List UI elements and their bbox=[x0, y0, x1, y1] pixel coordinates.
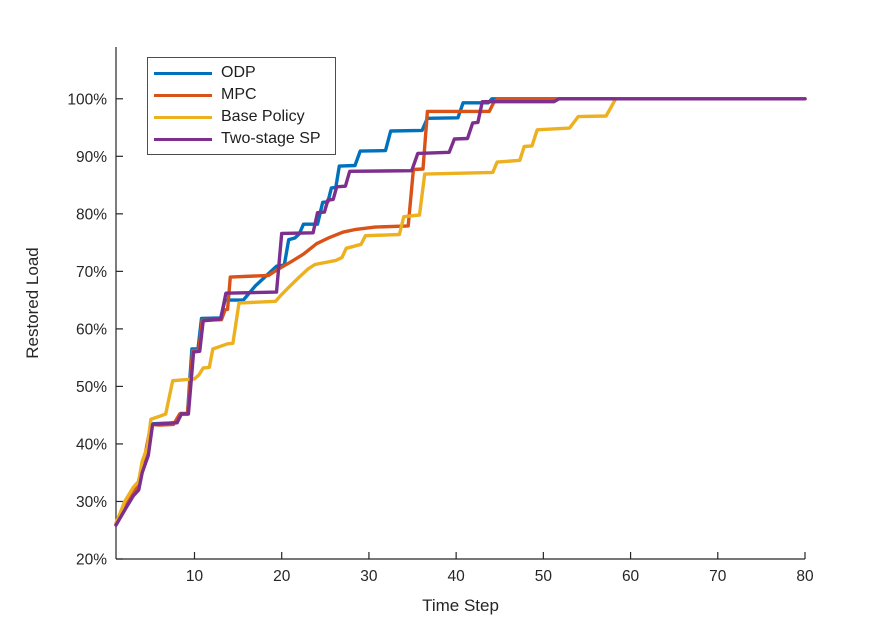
legend-label-odp: ODP bbox=[221, 64, 256, 81]
series-line-base-policy bbox=[114, 97, 807, 525]
series-line-two-stage-sp bbox=[114, 97, 807, 527]
y-tick-label: 50% bbox=[76, 379, 107, 396]
legend-label-two-stage-sp: Two-stage SP bbox=[221, 130, 321, 147]
x-axis-label: Time Step bbox=[422, 596, 499, 615]
y-tick-label: 90% bbox=[76, 149, 107, 166]
y-tick-label: 100% bbox=[67, 91, 107, 108]
y-tick-label: 60% bbox=[76, 321, 107, 338]
legend-box: ODP MPC Base Policy Two-stage SP bbox=[147, 57, 336, 155]
x-tick-label: 40 bbox=[448, 568, 466, 585]
x-tick-label: 80 bbox=[796, 568, 814, 585]
y-tick-label: 40% bbox=[76, 436, 107, 453]
legend-item-odp: ODP bbox=[154, 64, 335, 82]
y-tick-label: 70% bbox=[76, 264, 107, 281]
x-tick-label: 70 bbox=[709, 568, 727, 585]
y-tick-label: 80% bbox=[76, 206, 107, 223]
x-tick-label: 20 bbox=[273, 568, 291, 585]
x-tick-label: 60 bbox=[622, 568, 640, 585]
series-line-mpc bbox=[114, 97, 807, 527]
legend-item-two-stage-sp: Two-stage SP bbox=[154, 130, 335, 148]
y-tick-label: 30% bbox=[76, 494, 107, 511]
base-policy-line-swatch bbox=[154, 115, 212, 119]
legend-item-base-policy: Base Policy bbox=[154, 108, 335, 126]
mpc-line-swatch bbox=[154, 93, 212, 97]
y-tick-label: 20% bbox=[76, 552, 107, 569]
x-tick-label: 10 bbox=[186, 568, 204, 585]
legend-item-mpc: MPC bbox=[154, 86, 335, 104]
legend-label-base-policy: Base Policy bbox=[221, 108, 305, 125]
x-tick-label: 30 bbox=[360, 568, 378, 585]
y-axis-label: Restored Load bbox=[23, 247, 42, 359]
legend-label-mpc: MPC bbox=[221, 86, 257, 103]
odp-line-swatch bbox=[154, 71, 212, 75]
x-tick-label: 50 bbox=[535, 568, 553, 585]
series-line-odp bbox=[114, 97, 807, 527]
two-stage-sp-line-swatch bbox=[154, 137, 212, 141]
